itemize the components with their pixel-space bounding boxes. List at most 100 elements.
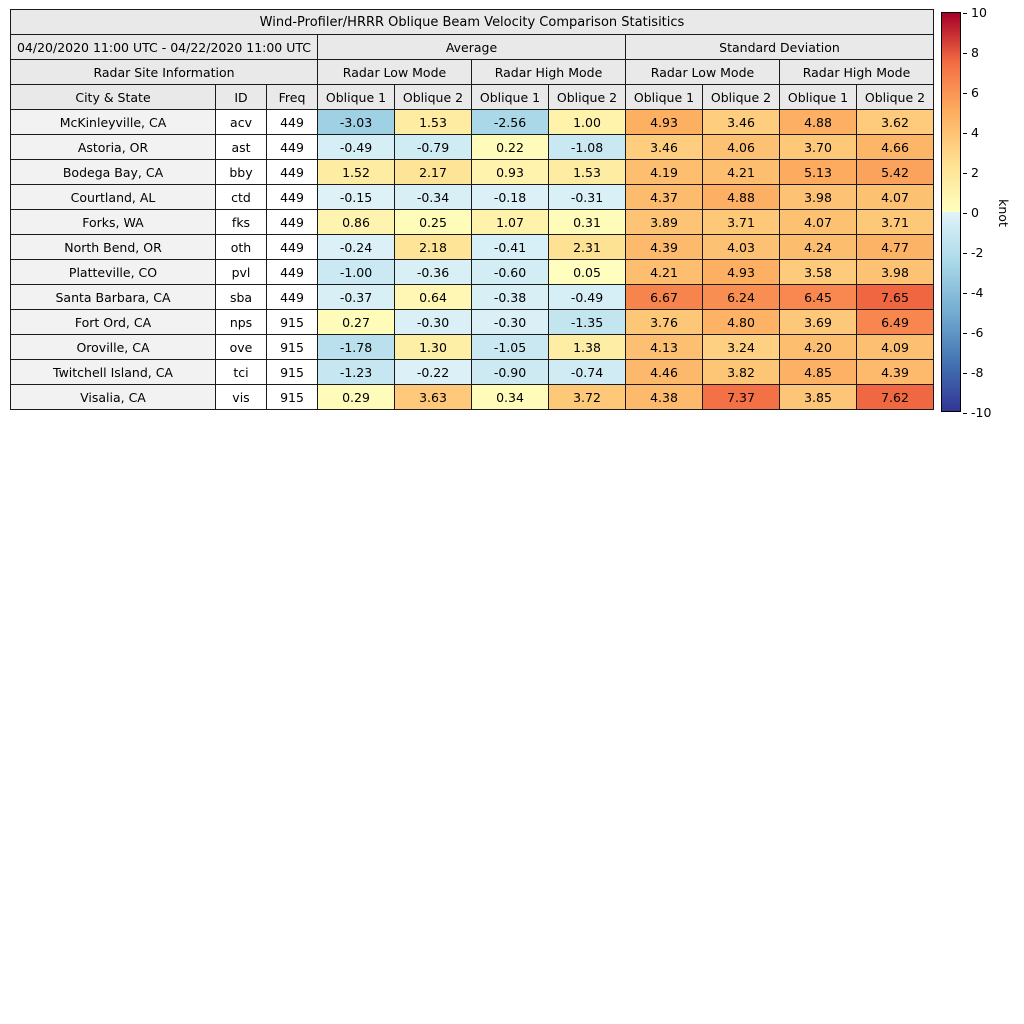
value-cell: -1.23	[317, 359, 395, 385]
value-cell: 4.93	[625, 109, 703, 135]
id-cell: sba	[215, 284, 267, 310]
id-cell: acv	[215, 109, 267, 135]
value-cell: -0.30	[471, 309, 549, 335]
value-cell: 1.00	[548, 109, 626, 135]
table-row: Oroville, CA ove 915 -1.78 1.30 -1.05 1.38 4.13…	[10, 334, 934, 360]
value-cell: 4.39	[856, 359, 934, 385]
value-cell: -0.36	[394, 259, 472, 285]
value-cell: -1.78	[317, 334, 395, 360]
value-cell: 3.89	[625, 209, 703, 235]
value-cell: 4.19	[625, 159, 703, 185]
value-cell: 7.62	[856, 384, 934, 410]
value-cell: 1.53	[394, 109, 472, 135]
value-cell: 0.25	[394, 209, 472, 235]
colorbar-tick	[963, 133, 967, 134]
table-row: Platteville, CO pvl 449 -1.00 -0.36 -0.60 0.05…	[10, 259, 934, 285]
city-cell: Platteville, CO	[10, 259, 216, 285]
value-cell: 0.29	[317, 384, 395, 410]
mode-header-avg-high: Radar High Mode	[471, 59, 626, 85]
city-cell: Courtland, AL	[10, 184, 216, 210]
value-cell: 3.62	[856, 109, 934, 135]
value-cell: 3.58	[779, 259, 857, 285]
col-header-oblique: Oblique 1	[317, 84, 395, 110]
value-cell: -1.35	[548, 309, 626, 335]
value-cell: -1.08	[548, 134, 626, 160]
table-title: Wind-Profiler/HRRR Oblique Beam Velocity…	[10, 9, 934, 35]
date-range: 04/20/2020 11:00 UTC - 04/22/2020 11:00 …	[10, 34, 318, 60]
value-cell: -0.74	[548, 359, 626, 385]
table-row: Santa Barbara, CA sba 449 -0.37 0.64 -0.38 -0.…	[10, 284, 934, 310]
id-cell: vis	[215, 384, 267, 410]
colorbar-tick-label: -10	[971, 405, 992, 420]
value-cell: -0.41	[471, 234, 549, 260]
table-row: Courtland, AL ctd 449 -0.15 -0.34 -0.18 -0.31 4…	[10, 184, 934, 210]
value-cell: -1.05	[471, 334, 549, 360]
value-cell: 4.24	[779, 234, 857, 260]
value-cell: 3.69	[779, 309, 857, 335]
value-cell: 4.85	[779, 359, 857, 385]
value-cell: 4.06	[702, 134, 780, 160]
value-cell: 4.66	[856, 134, 934, 160]
table-row: McKinleyville, CA acv 449 -3.03 1.53 -2.56 1.0…	[10, 109, 934, 135]
site-info-header: Radar Site Information	[10, 59, 318, 85]
table-row: Astoria, OR ast 449 -0.49 -0.79 0.22 -1.08 3.46…	[10, 134, 934, 160]
value-cell: 1.07	[471, 209, 549, 235]
value-cell: 1.53	[548, 159, 626, 185]
col-header-oblique: Oblique 1	[625, 84, 703, 110]
value-cell: 4.09	[856, 334, 934, 360]
value-cell: 3.70	[779, 134, 857, 160]
table-row: Bodega Bay, CA bby 449 1.52 2.17 0.93 1.53 4.19…	[10, 159, 934, 185]
value-cell: 6.45	[779, 284, 857, 310]
value-cell: 4.37	[625, 184, 703, 210]
value-cell: -0.15	[317, 184, 395, 210]
col-header-city: City & State	[10, 84, 216, 110]
colorbar-tick	[963, 333, 967, 334]
colorbar-tick	[963, 173, 967, 174]
id-cell: pvl	[215, 259, 267, 285]
table-row: Twitchell Island, CA tci 915 -1.23 -0.22 -0.9…	[10, 359, 934, 385]
city-cell: Visalia, CA	[10, 384, 216, 410]
value-cell: 4.80	[702, 309, 780, 335]
column-header-row: City & State ID Freq Oblique 1 Oblique 2…	[10, 84, 934, 110]
col-header-oblique: Oblique 2	[548, 84, 626, 110]
value-cell: -3.03	[317, 109, 395, 135]
value-cell: 5.42	[856, 159, 934, 185]
mode-header-std-high: Radar High Mode	[779, 59, 934, 85]
city-cell: Astoria, OR	[10, 134, 216, 160]
col-header-freq: Freq	[266, 84, 318, 110]
id-cell: ove	[215, 334, 267, 360]
colorbar-tick-label: 2	[971, 165, 979, 180]
value-cell: -0.37	[317, 284, 395, 310]
value-cell: 3.76	[625, 309, 703, 335]
city-cell: Bodega Bay, CA	[10, 159, 216, 185]
colorbar-tick-label: 4	[971, 125, 979, 140]
colorbar-tick-label: -4	[971, 285, 984, 300]
value-cell: 4.13	[625, 334, 703, 360]
value-cell: 3.71	[856, 209, 934, 235]
value-cell: 0.34	[471, 384, 549, 410]
colorbar: 10 8 6 4 2 0 -2 -4 -6 -8 -10 knot	[941, 6, 1024, 420]
mode-header-row: Radar Site Information Radar Low Mode Ra…	[10, 59, 934, 85]
value-cell: 4.07	[856, 184, 934, 210]
group-stddev-header: Standard Deviation	[625, 34, 934, 60]
value-cell: 4.93	[702, 259, 780, 285]
mode-header-std-low: Radar Low Mode	[625, 59, 780, 85]
table-row: Visalia, CA vis 915 0.29 3.63 0.34 3.72 4.38 7.3…	[10, 384, 934, 410]
freq-cell: 449	[266, 159, 318, 185]
mode-header-avg-low: Radar Low Mode	[317, 59, 472, 85]
id-cell: oth	[215, 234, 267, 260]
col-header-oblique: Oblique 2	[856, 84, 934, 110]
value-cell: 4.21	[702, 159, 780, 185]
id-cell: ast	[215, 134, 267, 160]
value-cell: 3.72	[548, 384, 626, 410]
value-cell: 4.21	[625, 259, 703, 285]
city-cell: McKinleyville, CA	[10, 109, 216, 135]
freq-cell: 449	[266, 184, 318, 210]
value-cell: -0.60	[471, 259, 549, 285]
value-cell: -1.00	[317, 259, 395, 285]
city-cell: Oroville, CA	[10, 334, 216, 360]
group-header-row: 04/20/2020 11:00 UTC - 04/22/2020 11:00 …	[10, 34, 934, 60]
freq-cell: 449	[266, 259, 318, 285]
value-cell: 6.67	[625, 284, 703, 310]
value-cell: 1.38	[548, 334, 626, 360]
